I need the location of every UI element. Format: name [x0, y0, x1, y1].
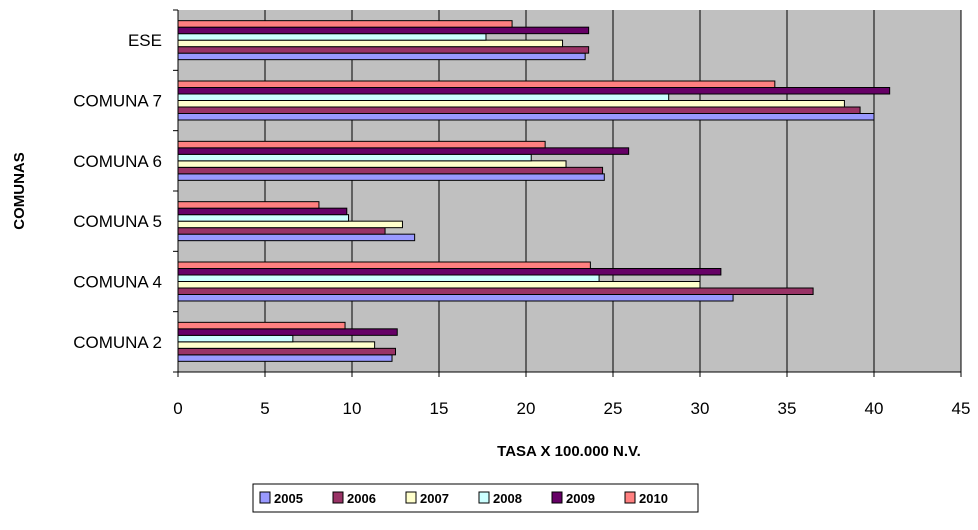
- bar: [177, 93, 670, 101]
- x-tick-label: 25: [604, 399, 623, 418]
- x-tick-label: 10: [343, 399, 362, 418]
- y-tick-label: COMUNA 4: [73, 273, 162, 292]
- bar: [177, 268, 722, 276]
- bar: [177, 347, 396, 356]
- x-tick-label: 30: [691, 399, 710, 418]
- legend-label: 2009: [566, 491, 595, 506]
- bar: [177, 328, 398, 336]
- bar: [177, 354, 393, 362]
- x-tick-label: 15: [430, 399, 449, 418]
- y-tick-labels: COMUNA 2 COMUNA 4 COMUNA 5 COMUNA 6 COMUNA 7…: [73, 9, 178, 373]
- bar: [177, 20, 513, 28]
- bar: [177, 341, 376, 349]
- legend-label: 2006: [347, 491, 376, 506]
- y-axis-title: COMUNAS: [11, 152, 28, 230]
- legend-box: [252, 483, 699, 513]
- legend-swatch: [332, 491, 344, 504]
- bar: [177, 334, 294, 343]
- legend-label: 2008: [493, 491, 522, 506]
- legend-swatch: [478, 491, 490, 504]
- bar: [177, 233, 416, 242]
- x-tick-label: 45: [952, 399, 971, 418]
- legend-label: 2010: [639, 491, 668, 506]
- legend-swatch: [624, 491, 636, 504]
- bar: [177, 214, 350, 222]
- legend: 2005 2006 2007 2008 2009 2010: [252, 483, 699, 513]
- bar: [177, 261, 591, 269]
- bar: [177, 173, 605, 181]
- bar: [177, 46, 590, 54]
- bar: [177, 201, 320, 209]
- bar: [177, 87, 891, 95]
- bar: [177, 153, 532, 162]
- legend-swatch: [405, 491, 417, 504]
- bar: [177, 33, 487, 41]
- bar: [177, 281, 701, 289]
- y-tick-label: COMUNA 7: [73, 92, 162, 111]
- bar: [177, 147, 630, 155]
- bar: [177, 26, 590, 35]
- bar: [177, 39, 564, 48]
- bar: [177, 227, 386, 235]
- legend-label: 2007: [420, 491, 449, 506]
- legend-label: 2005: [274, 491, 303, 506]
- bar: [177, 274, 600, 282]
- y-tick-label: COMUNA 2: [73, 333, 162, 352]
- y-tick-label: COMUNA 5: [73, 212, 162, 231]
- bar: [177, 207, 348, 216]
- y-tick-label: COMUNA 6: [73, 152, 162, 171]
- bar: [177, 321, 346, 330]
- bar: [177, 140, 546, 149]
- x-axis-title: TASA X 100.000 N.V.: [497, 443, 641, 460]
- y-tick-label: ESE: [128, 31, 162, 50]
- legend-swatch: [259, 491, 271, 504]
- bar: [177, 80, 776, 88]
- x-tick-label: 20: [517, 399, 536, 418]
- legend-swatch: [551, 491, 563, 504]
- bar: [177, 106, 861, 114]
- bar: [177, 160, 567, 168]
- bar: [177, 166, 604, 175]
- bar: [177, 113, 875, 121]
- x-tick-label: 5: [260, 399, 269, 418]
- x-tick-label: 40: [865, 399, 884, 418]
- bar: [177, 294, 734, 302]
- x-tick-label: 35: [778, 399, 797, 418]
- bar: [177, 287, 814, 295]
- x-tick-label: 0: [173, 399, 182, 418]
- bar: [177, 100, 845, 108]
- plot-area: [178, 10, 961, 372]
- bar: [177, 52, 586, 61]
- bar: [177, 220, 403, 229]
- grid-lines: [264, 10, 962, 372]
- x-tick-labels: 0 5 10 15 20 25 30 35 40 45: [173, 372, 970, 418]
